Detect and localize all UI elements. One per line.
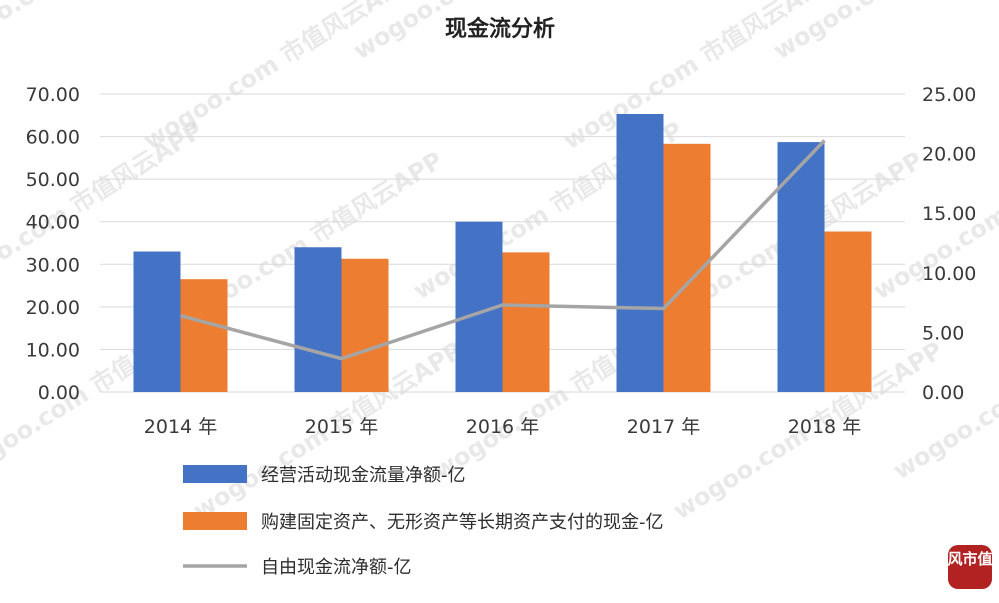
right-axis-tick-label: 25.00 <box>922 84 976 106</box>
x-axis-tick-label: 2016 年 <box>466 416 539 438</box>
logo-seal: 风市值 <box>947 545 993 589</box>
left-axis-tick-label: 30.00 <box>26 254 80 276</box>
right-axis-tick-label: 0.00 <box>922 382 964 404</box>
legend-swatch <box>183 512 247 530</box>
bar-capex <box>180 279 228 392</box>
left-axis-tick-label: 20.00 <box>26 297 80 319</box>
logo-badge <box>948 545 992 589</box>
logo-text: 风市值 <box>947 550 992 568</box>
x-axis-tick-label: 2017 年 <box>627 416 700 438</box>
x-axis-ticks: 2014 年 2015 年 2016 年 2017 年 2018 年 <box>144 416 861 438</box>
bar-operating-cash-flow <box>294 247 342 392</box>
right-axis-ticks: 0.00 5.00 10.00 15.00 20.00 25.00 <box>922 84 976 404</box>
line-series <box>180 139 826 361</box>
legend-swatch <box>183 465 247 483</box>
legend-label: 经营活动现金流量净额-亿 <box>261 465 466 486</box>
bar-operating-cash-flow <box>777 142 825 392</box>
watermark-text: wogoo.com 市值风云APP <box>0 0 208 65</box>
bar-operating-cash-flow <box>616 114 664 392</box>
left-axis-tick-label: 60.00 <box>26 127 80 149</box>
left-axis-tick-label: 40.00 <box>26 212 80 234</box>
left-axis-tick-label: 70.00 <box>26 84 80 106</box>
bar-capex <box>341 258 389 392</box>
bar-capex <box>502 252 550 392</box>
left-axis-tick-label: 50.00 <box>26 169 80 191</box>
bar-operating-cash-flow <box>133 251 181 392</box>
bar-capex <box>824 231 872 392</box>
left-axis-ticks: 0.00 10.00 20.00 30.00 40.00 50.00 60.00 70.00 <box>26 84 80 404</box>
right-axis-tick-label: 10.00 <box>922 263 976 285</box>
left-axis-tick-label: 0.00 <box>38 382 80 404</box>
legend-label: 购建固定资产、无形资产等长期资产支付的现金-亿 <box>261 512 664 533</box>
line-free-cash-flow <box>180 139 826 361</box>
legend: 经营活动现金流量净额-亿购建固定资产、无形资产等长期资产支付的现金-亿自由现金流… <box>183 465 664 578</box>
right-axis-tick-label: 15.00 <box>922 203 976 225</box>
right-axis-tick-label: 5.00 <box>922 322 964 344</box>
chart-title: 现金流分析 <box>445 16 555 42</box>
left-axis-tick-label: 10.00 <box>26 339 80 361</box>
legend-label: 自由现金流净额-亿 <box>261 557 412 578</box>
x-axis-tick-label: 2015 年 <box>305 416 378 438</box>
x-axis-tick-label: 2018 年 <box>788 416 861 438</box>
x-axis-tick-label: 2014 年 <box>144 416 217 438</box>
right-axis-tick-label: 20.00 <box>922 144 976 166</box>
